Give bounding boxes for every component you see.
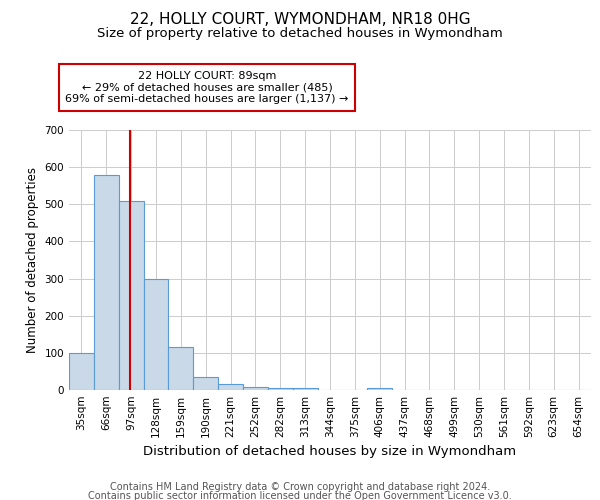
Text: Contains HM Land Registry data © Crown copyright and database right 2024.: Contains HM Land Registry data © Crown c… (110, 482, 490, 492)
Bar (169, 346, 193, 390)
Bar (268, 388, 293, 390)
Text: Size of property relative to detached houses in Wymondham: Size of property relative to detached ho… (97, 28, 503, 40)
Bar (119, 200, 143, 390)
Bar (193, 377, 218, 390)
Bar (218, 384, 243, 390)
Bar (94, 174, 119, 390)
Bar (69, 353, 94, 390)
X-axis label: Distribution of detached houses by size in Wymondham: Distribution of detached houses by size … (143, 446, 517, 458)
Text: 22, HOLLY COURT, WYMONDHAM, NR18 0HG: 22, HOLLY COURT, WYMONDHAM, NR18 0HG (130, 12, 470, 28)
Text: Contains public sector information licensed under the Open Government Licence v3: Contains public sector information licen… (88, 491, 512, 500)
Bar (293, 388, 317, 390)
Text: 22 HOLLY COURT: 89sqm
← 29% of detached houses are smaller (485)
69% of semi-det: 22 HOLLY COURT: 89sqm ← 29% of detached … (65, 71, 349, 104)
Bar (143, 278, 169, 390)
Bar (367, 388, 392, 390)
Y-axis label: Number of detached properties: Number of detached properties (26, 167, 39, 353)
Bar (243, 387, 268, 390)
